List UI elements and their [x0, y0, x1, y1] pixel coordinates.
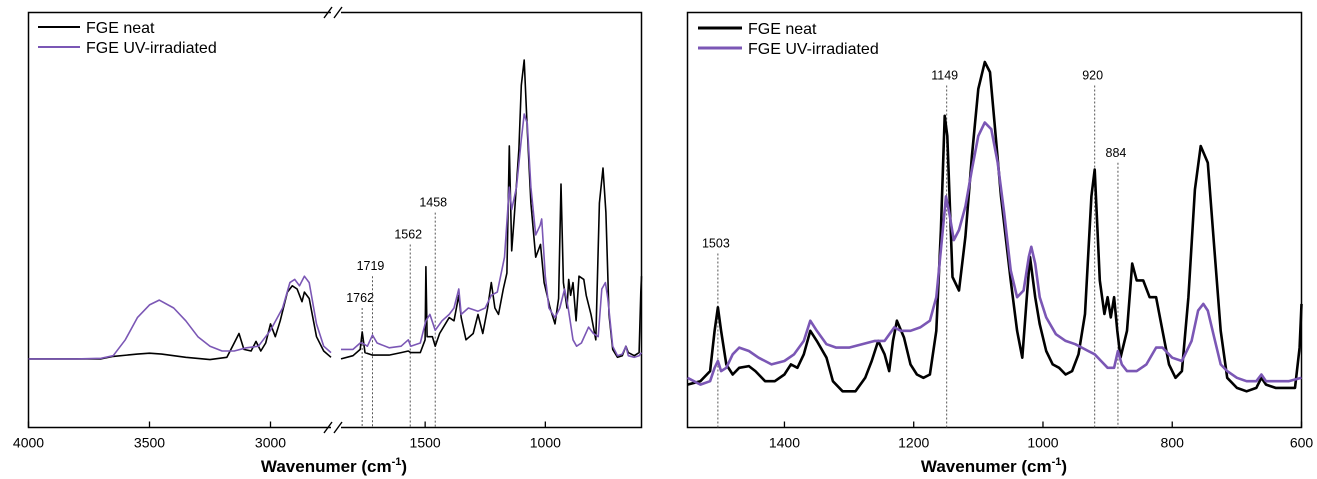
annotation-label-1562: 1562	[394, 227, 422, 241]
legend-label-uv: FGE UV-irradiated	[86, 40, 217, 57]
series-line-uv-seg1	[29, 276, 332, 359]
x-tick-label-1000: 1000	[530, 435, 561, 451]
series-line-neat-seg2	[341, 60, 642, 359]
series-line-neat	[688, 62, 1302, 391]
legend-label-neat: FGE neat	[86, 20, 155, 37]
x-tick-label-1200: 1200	[898, 435, 929, 451]
x-tick-label-1500: 1500	[410, 435, 441, 451]
legend: FGE neat FGE UV-irradiated	[698, 21, 879, 58]
plot-frame	[29, 13, 642, 428]
annotation-label-1503: 1503	[702, 237, 730, 251]
x-tick-label-1000: 1000	[1027, 435, 1058, 451]
legend: FGE neat FGE UV-irradiated	[38, 20, 217, 57]
x-tick-label-800: 800	[1161, 435, 1185, 451]
x-axis-title: Wavenumer (cm-1)	[921, 456, 1067, 476]
annotation-label-920: 920	[1082, 69, 1103, 83]
x-tick-label-4000: 4000	[13, 435, 44, 451]
x-tick-label-3000: 3000	[255, 435, 286, 451]
annotation-label-1458: 1458	[419, 196, 447, 210]
annotation-label-1719: 1719	[357, 259, 385, 273]
right-panel: 1503 1149 920 884 1400 1200 1000 800 600 FGE ne…	[688, 13, 1314, 477]
x-tick-label-600: 600	[1290, 435, 1314, 451]
annotation-label-1149: 1149	[931, 69, 958, 83]
annotation-label-884: 884	[1106, 146, 1127, 160]
x-tick-label-1400: 1400	[769, 435, 800, 451]
x-axis-title: Wavenumer (cm-1)	[261, 456, 407, 476]
legend-label-neat: FGE neat	[748, 21, 817, 38]
legend-label-uv: FGE UV-irradiated	[748, 41, 879, 58]
plot-frame	[688, 13, 1302, 428]
series-line-uv	[688, 123, 1302, 385]
left-panel: 1762 1719 1562 1458 4000 3500 3000 1500 1000 FG…	[13, 7, 642, 476]
x-tick-label-3500: 3500	[134, 435, 165, 451]
annotation-label-1762: 1762	[346, 291, 374, 305]
